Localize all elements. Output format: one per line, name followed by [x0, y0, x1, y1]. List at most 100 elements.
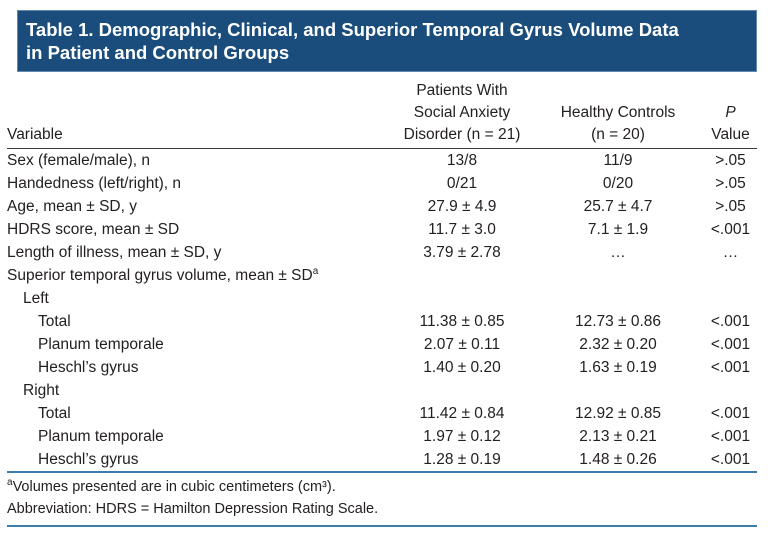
table-row: Planum temporale 1.97 ± 0.12 2.13 ± 0.21… — [7, 425, 757, 448]
row-controls-value: 2.32 ± 0.20 — [579, 336, 657, 353]
data-table: Variable Patients With Social Anxiety Di… — [7, 80, 757, 527]
row-controls-value: 12.92 ± 0.85 — [574, 405, 662, 422]
row-patients-value: 11.7 ± 3.0 — [428, 221, 496, 238]
table-body: Sex (female/male), n 13/8 11/9 >.05 Hand… — [7, 149, 757, 473]
patients-header-line-2: Social Anxiety — [413, 104, 511, 121]
row-label-text: Heschl’s gyrus — [38, 451, 139, 468]
row-variable-label: Total — [7, 402, 392, 425]
table-row: Sex (female/male), n 13/8 11/9 >.05 — [7, 149, 757, 172]
row-label-text: Planum temporale — [38, 428, 164, 445]
row-variable-label: Sex (female/male), n — [7, 149, 392, 172]
controls-header-line-1: Healthy Controls — [560, 104, 676, 121]
row-variable-label: Planum temporale — [7, 425, 392, 448]
patients-header-line-1: Patients With — [416, 82, 508, 99]
row-controls-value — [532, 264, 704, 287]
patients-header-line-3: Disorder (n = 21) — [403, 126, 521, 143]
row-p-value: >.05 — [715, 152, 746, 169]
row-p-value — [704, 379, 757, 402]
row-variable-label: HDRS score, mean ± SD — [7, 218, 392, 241]
row-controls-value: 1.63 ± 0.19 — [579, 359, 657, 376]
table-header-row: Variable Patients With Social Anxiety Di… — [7, 80, 757, 149]
row-label-text: Length of illness, mean ± SD, y — [7, 244, 222, 261]
column-header-patients: Patients With Social Anxiety Disorder (n… — [392, 80, 532, 146]
row-p-value: <.001 — [710, 405, 751, 422]
row-p-value: <.001 — [710, 336, 751, 353]
table-title-line-2: in Patient and Control Groups — [26, 42, 290, 63]
footnote-abbreviation: Abbreviation: HDRS = Hamilton Depression… — [7, 498, 757, 520]
row-variable-label: Length of illness, mean ± SD, y — [7, 241, 392, 264]
row-p-value: <.001 — [710, 359, 751, 376]
row-label-text: Handedness (left/right), n — [7, 175, 182, 192]
controls-header-line-2: (n = 20) — [591, 126, 645, 143]
table-footnotes: aVolumes presented are in cubic centimet… — [7, 473, 757, 527]
row-patients-value: 13/8 — [446, 152, 478, 169]
footnote-volumes: aVolumes presented are in cubic centimet… — [7, 476, 757, 498]
row-p-value: <.001 — [710, 428, 751, 445]
row-patients-value: 11.38 ± 0.85 — [419, 313, 505, 330]
footnote-marker: a — [7, 477, 13, 489]
row-p-value: <.001 — [710, 313, 751, 330]
table-row: Heschl’s gyrus 1.40 ± 0.20 1.63 ± 0.19 <… — [7, 356, 757, 379]
row-p-value: … — [722, 244, 739, 261]
row-variable-label: Right — [7, 379, 392, 402]
row-patients-value: 2.07 ± 0.11 — [423, 336, 501, 353]
row-controls-value: 1.48 ± 0.26 — [579, 451, 657, 468]
row-controls-value: 11/9 — [603, 152, 633, 169]
row-variable-label: Handedness (left/right), n — [7, 172, 392, 195]
table-row: Right — [7, 379, 757, 402]
table-row: Length of illness, mean ± SD, y 3.79 ± 2… — [7, 241, 757, 264]
row-label-text: Heschl’s gyrus — [38, 359, 139, 376]
row-patients-value — [392, 264, 532, 287]
row-label-superscript: a — [312, 265, 319, 277]
row-p-value: <.001 — [710, 451, 751, 468]
table-row: Left — [7, 287, 757, 310]
row-controls-value: … — [610, 244, 626, 261]
table-title-line-1: Table 1. Demographic, Clinical, and Supe… — [26, 19, 679, 40]
row-label-text: Total — [38, 405, 71, 422]
row-patients-value: 11.42 ± 0.84 — [419, 405, 505, 422]
row-variable-label: Age, mean ± SD, y — [7, 195, 392, 218]
table-row: Superior temporal gyrus volume, mean ± S… — [7, 264, 757, 287]
footnote-text: Abbreviation: HDRS = Hamilton Depression… — [7, 501, 379, 517]
row-controls-value — [532, 379, 704, 402]
row-label-text: Total — [38, 313, 71, 330]
row-controls-value: 0/20 — [602, 175, 634, 192]
row-label-text: HDRS score, mean ± SD — [7, 221, 180, 238]
row-patients-value: 3.79 ± 2.78 — [423, 244, 501, 261]
row-p-value: >.05 — [715, 198, 746, 215]
row-label-text: Superior temporal gyrus volume, mean ± S… — [7, 267, 313, 284]
row-p-value — [704, 264, 757, 287]
row-variable-label: Heschl’s gyrus — [7, 448, 392, 471]
table-row: Age, mean ± SD, y 27.9 ± 4.9 25.7 ± 4.7 … — [7, 195, 757, 218]
row-variable-label: Total — [7, 310, 392, 333]
p-header-line-2: Value — [711, 126, 750, 143]
row-patients-value: 27.9 ± 4.9 — [427, 198, 497, 215]
table-row: Total 11.42 ± 0.84 12.92 ± 0.85 <.001 — [7, 402, 757, 425]
row-controls-value: 25.7 ± 4.7 — [583, 198, 653, 215]
row-label-text: Right — [23, 382, 60, 399]
table-row: Total 11.38 ± 0.85 12.73 ± 0.86 <.001 — [7, 310, 757, 333]
row-controls-value — [532, 287, 704, 310]
row-label-text: Left — [23, 290, 49, 307]
row-patients-value — [392, 379, 532, 402]
row-p-value: >.05 — [715, 175, 746, 192]
table-row: HDRS score, mean ± SD 11.7 ± 3.0 7.1 ± 1… — [7, 218, 757, 241]
row-patients-value: 0/21 — [446, 175, 478, 192]
row-controls-value: 2.13 ± 0.21 — [579, 428, 657, 445]
row-variable-label: Superior temporal gyrus volume, mean ± S… — [7, 264, 392, 287]
row-p-value: <.001 — [710, 221, 751, 238]
row-label-text: Sex (female/male), n — [7, 152, 150, 169]
column-header-p-value: P Value — [704, 102, 757, 146]
table-row: Heschl’s gyrus 1.28 ± 0.19 1.48 ± 0.26 <… — [7, 448, 757, 471]
row-patients-value: 1.28 ± 0.19 — [423, 451, 501, 468]
row-variable-label: Left — [7, 287, 392, 310]
row-patients-value: 1.40 ± 0.20 — [423, 359, 501, 376]
row-label-text: Age, mean ± SD, y — [7, 198, 137, 215]
row-variable-label: Heschl’s gyrus — [7, 356, 392, 379]
column-header-controls: Healthy Controls (n = 20) — [532, 102, 704, 146]
row-controls-value: 7.1 ± 1.9 — [587, 221, 649, 238]
row-variable-label: Planum temporale — [7, 333, 392, 356]
table-row: Planum temporale 2.07 ± 0.11 2.32 ± 0.20… — [7, 333, 757, 356]
row-patients-value: 1.97 ± 0.12 — [423, 428, 501, 445]
